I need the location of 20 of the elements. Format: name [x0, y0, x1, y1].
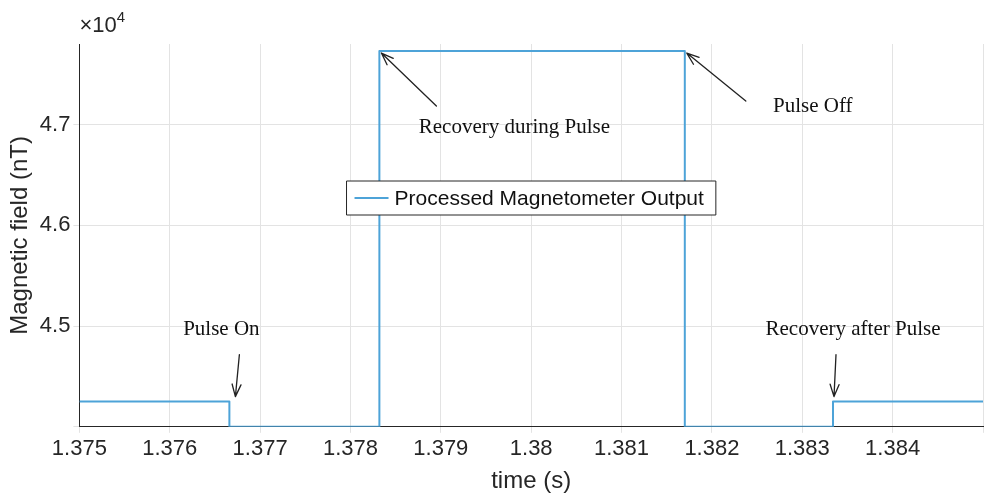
annotation: Pulse Off — [773, 92, 853, 117]
x-tick-label: 1.382 — [684, 435, 740, 461]
x-tick-label: 1.383 — [774, 435, 830, 461]
y-tick-label: 4.6 — [39, 211, 71, 237]
y-axis-title: Magnetic field (nT) — [5, 136, 33, 335]
annotation: Recovery during Pulse — [418, 113, 611, 138]
annotation: Pulse On — [183, 316, 261, 341]
legend-label: Processed Magnetometer Output — [394, 185, 705, 209]
x-tick-label: 1.384 — [865, 435, 921, 461]
x-tick-label: 1.381 — [594, 435, 650, 461]
x-tick-label: 1.375 — [51, 435, 107, 461]
y-tick-label: 4.7 — [39, 110, 71, 136]
x-tick-label: 1.378 — [322, 435, 378, 461]
y-tick-label: 4.5 — [39, 312, 71, 338]
x-tick-label: 1.377 — [232, 435, 288, 461]
x-axis-title: time (s) — [491, 466, 572, 494]
annotation: Recovery after Pulse — [765, 316, 941, 341]
x-tick-label: 1.376 — [142, 435, 198, 461]
x-tick-label: 1.38 — [509, 435, 553, 461]
x-tick-label: 1.379 — [413, 435, 469, 461]
